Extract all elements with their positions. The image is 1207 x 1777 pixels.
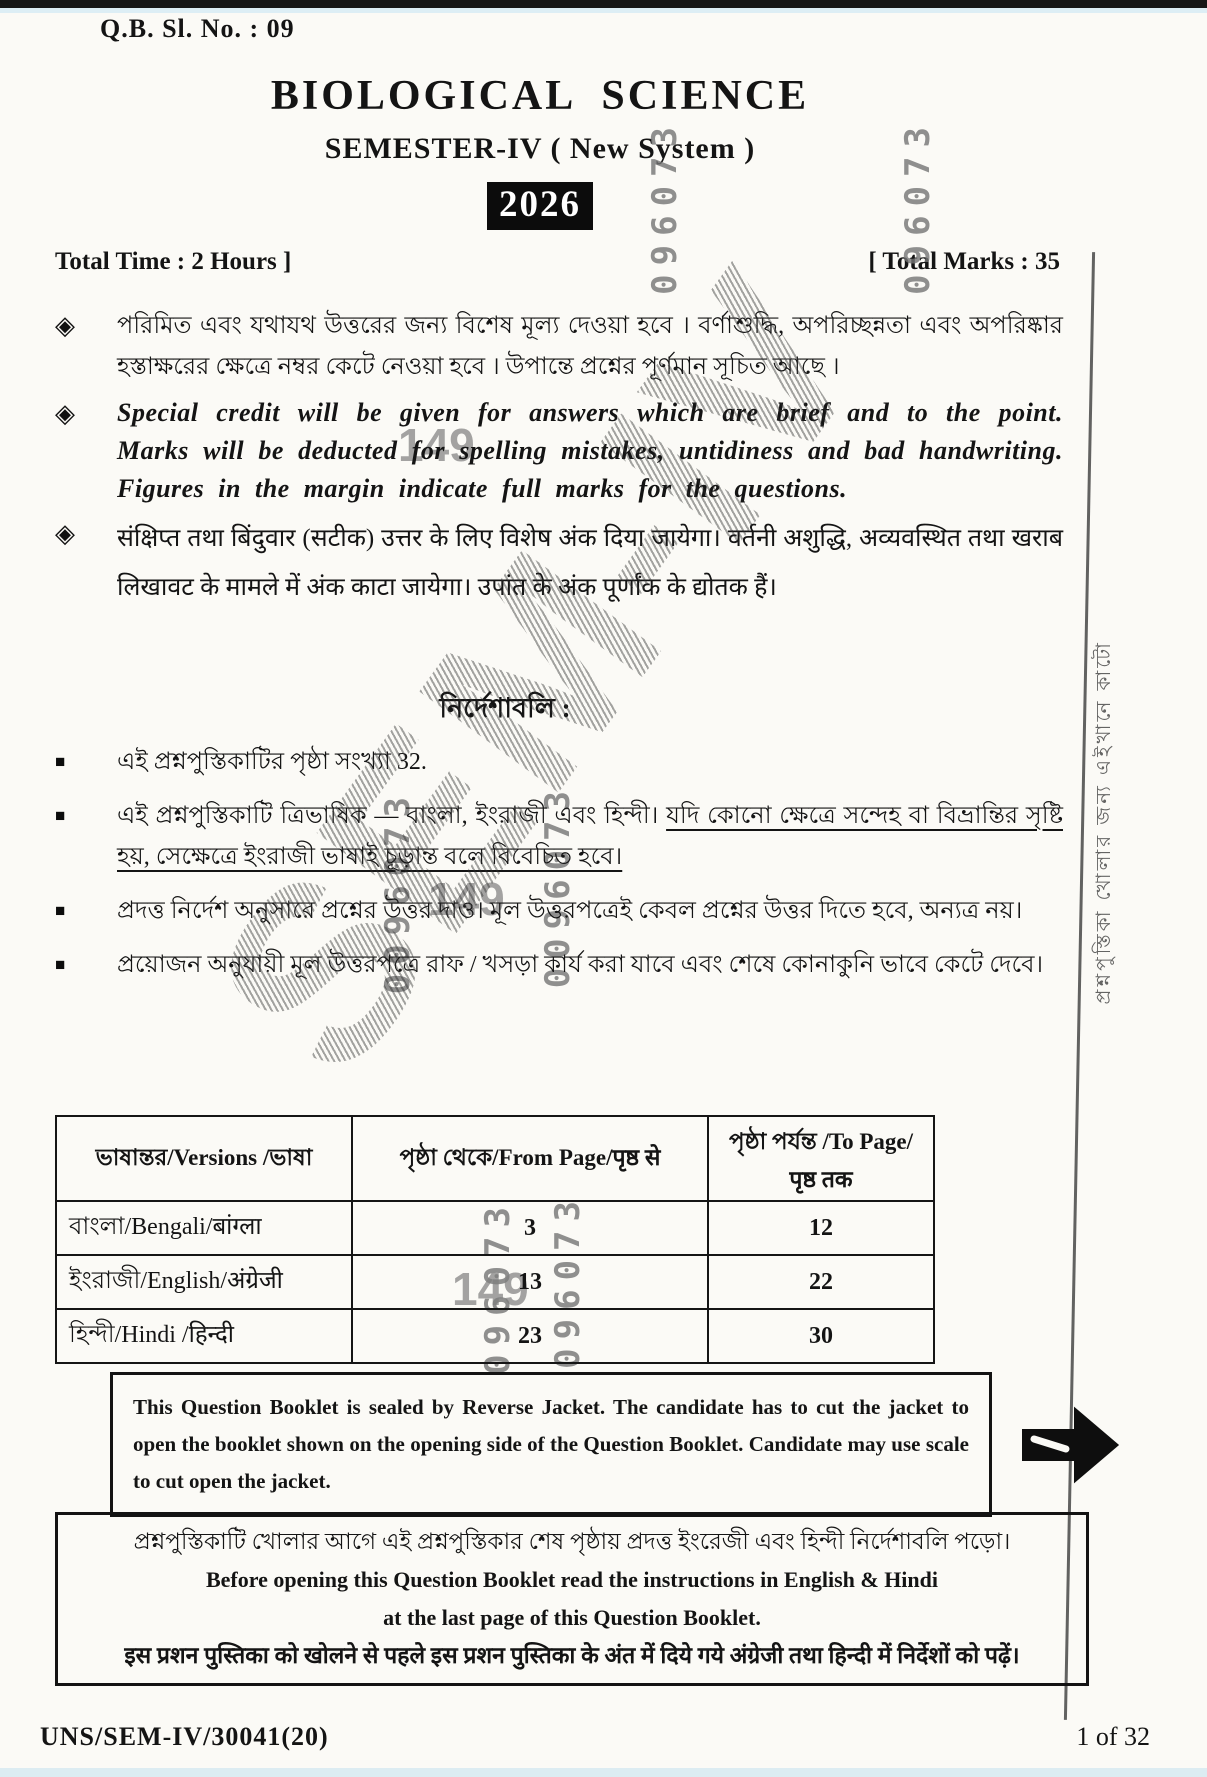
instruction-item: ■ এই প্রশ্নপুস্তিকাটি ত্রিভাষিক — বাংলা,… (55, 796, 1063, 878)
qb-serial-number: Q.B. Sl. No. : 09 (100, 14, 295, 43)
col-header-to-page: পৃষ্ঠা পর্যন্ত /To Page/पृष्ठ तक (707, 1115, 935, 1202)
jacket-notice-box: This Question Booklet is sealed by Rever… (110, 1372, 992, 1517)
note-english-text: Special credit will be given for answers… (117, 398, 1063, 503)
notice-line-english-2: at the last page of this Question Bookle… (383, 1605, 761, 1630)
page-edge-vertical-text: প্রশ্নপুস্তিকা খোলার জন্য এইখানে কাটো (1093, 640, 1115, 1005)
language-cell: ইংরাজী/English/अंग्रेजी (55, 1254, 353, 1310)
scan-edge-top (0, 0, 1207, 8)
page-number: 1 of 32 (1076, 1722, 1150, 1751)
general-notes: ◈ পরিমিত এবং যথাযথ উত্তরের জন্য বিশেষ মূ… (55, 306, 1063, 618)
instruction-item: ■ প্রয়োজন অনুযায়ী মূল উত্তরপত্রে রাফ /… (55, 945, 1063, 986)
instruction-text: প্রয়োজন অনুযায়ী মূল উত্তরপত্রে রাফ / খ… (117, 952, 1044, 978)
table-header-row: ভাষান্তর/Versions /ভাষা পৃষ্ঠা থেকে/From… (55, 1115, 935, 1202)
open-direction-arrow-icon (1022, 1406, 1120, 1483)
square-bullet-icon: ■ (55, 955, 66, 974)
versions-page-table: ভাষান্তর/Versions /ভাষা পৃষ্ঠা থেকে/From… (55, 1115, 935, 1364)
language-cell: হিন্দী/Hindi /हिन्दी (55, 1308, 353, 1364)
from-page-cell: 13 (351, 1254, 709, 1310)
notice-line-bengali: প্রশ্নপুস্তিকাটি খোলার আগে এই প্রশ্নপুস্… (133, 1529, 1011, 1554)
page-subtitle: SEMESTER-IV ( New System ) (324, 132, 756, 165)
from-page-cell: 3 (351, 1200, 709, 1256)
notice-line-hindi: इस प्रशन पुस्तिका को खोलने से पहले इस प्… (124, 1643, 1020, 1668)
year-wrap: 2026 (0, 182, 1080, 230)
notice-line-english-1: Before opening this Question Booklet rea… (205, 1567, 938, 1592)
square-bullet-icon: ■ (55, 806, 66, 825)
square-bullet-icon: ■ (55, 901, 66, 920)
time-marks-row: Total Time : 2 Hours ] [ Total Marks : 3… (55, 248, 1060, 276)
instruction-text: প্রদত্ত নির্দেশ অনুসারে প্রশ্নের উত্তর দ… (117, 898, 1023, 924)
instruction-item: ■ এই প্রশ্নপুস্তিকাটির পৃষ্ঠা সংখ্যা 32. (55, 742, 1063, 783)
diamond-bullet-icon: ◈ (55, 311, 75, 340)
note-english: ◈ Special credit will be given for answe… (55, 394, 1063, 508)
jacket-notice-row: This Question Booklet is sealed by Rever… (110, 1372, 1120, 1517)
page-title: BIOLOGICAL SCIENCE (270, 73, 810, 119)
table-row-bengali: বাংলা/Bengali/बांग्ला 3 12 (55, 1200, 935, 1256)
scan-edge-bottom (0, 1768, 1207, 1777)
col-header-versions: ভাষান্তর/Versions /ভাষা (55, 1115, 353, 1202)
note-hindi-text: संक्षिप्त तथा बिंदुवार (सटीक) उत्तर के ल… (117, 525, 1063, 601)
diamond-bullet-icon: ◈ (55, 399, 75, 428)
diamond-bullet-icon: ◈ (55, 519, 75, 548)
instructions-list: ■ এই প্রশ্নপুস্তিকাটির পৃষ্ঠা সংখ্যা 32.… (55, 742, 1063, 999)
to-page-cell: 22 (707, 1254, 935, 1310)
table-row-hindi: হিন্দী/Hindi /हिन्दी 23 30 (55, 1308, 935, 1364)
scan-edge-top-highlight (0, 8, 1207, 13)
instructions-heading: নির্দেশাবলি : (439, 693, 571, 723)
instruction-item: ■ প্রদত্ত নির্দেশ অনুসারে প্রশ্নের উত্তর… (55, 891, 1063, 932)
from-page-cell: 23 (351, 1308, 709, 1364)
instruction-text: এই প্রশ্নপুস্তিকাটি ত্রিভাষিক — বাংলা, ই… (117, 803, 1063, 870)
note-hindi: ◈ संक्षिप्त तथा बिंदुवार (सटीक) उत्तर के… (55, 514, 1063, 612)
total-time: Total Time : 2 Hours ] (55, 248, 292, 275)
total-marks: [ Total Marks : 35 (868, 248, 1060, 275)
square-bullet-icon: ■ (55, 752, 66, 771)
to-page-cell: 30 (707, 1308, 935, 1364)
language-cell: বাংলা/Bengali/बांग्ला (55, 1200, 353, 1256)
instruction-text: এই প্রশ্নপুস্তিকাটির পৃষ্ঠা সংখ্যা 32. (117, 749, 427, 775)
note-bengali-text: পরিমিত এবং যথাযথ উত্তরের জন্য বিশেষ মূল্… (117, 313, 1063, 380)
year-badge: 2026 (487, 182, 593, 230)
to-page-cell: 12 (707, 1200, 935, 1256)
before-opening-notice-box: প্রশ্নপুস্তিকাটি খোলার আগে এই প্রশ্নপুস্… (55, 1512, 1089, 1686)
table-row-english: ইংরাজী/English/अंग्रेजी 13 22 (55, 1254, 935, 1310)
booklet-code: UNS/SEM-IV/30041(20) (40, 1722, 329, 1751)
page-footer: UNS/SEM-IV/30041(20) 1 of 32 (40, 1722, 1150, 1752)
note-bengali: ◈ পরিমিত এবং যথাযথ উত্তরের জন্য বিশেষ মূ… (55, 306, 1063, 388)
col-header-from-page: পৃষ্ঠা থেকে/From Page/पृष्ठ से (351, 1115, 709, 1202)
